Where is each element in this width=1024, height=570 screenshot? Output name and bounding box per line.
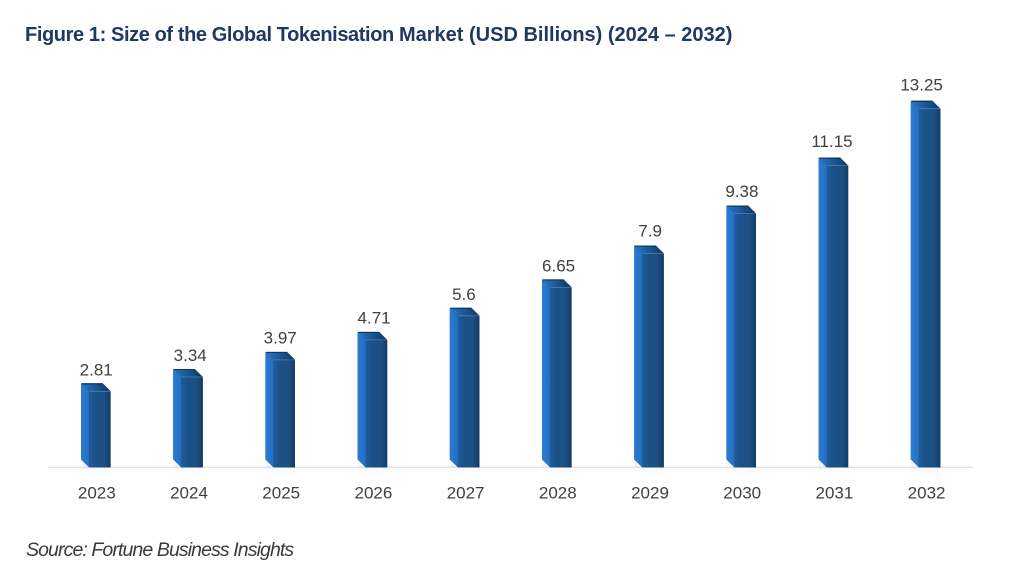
- svg-text:2032: 2032: [908, 484, 946, 503]
- svg-text:11.15: 11.15: [811, 132, 852, 151]
- svg-text:4.71: 4.71: [358, 308, 391, 327]
- svg-text:7.9: 7.9: [638, 222, 662, 241]
- svg-text:2025: 2025: [262, 484, 300, 503]
- svg-text:2023: 2023: [78, 484, 116, 503]
- svg-text:2028: 2028: [539, 484, 577, 503]
- svg-text:5.6: 5.6: [452, 285, 476, 304]
- svg-text:13.25: 13.25: [900, 76, 943, 95]
- svg-text:6.65: 6.65: [542, 257, 575, 276]
- svg-text:2027: 2027: [447, 484, 485, 503]
- svg-text:3.97: 3.97: [264, 329, 297, 348]
- svg-text:2026: 2026: [354, 484, 392, 503]
- svg-text:2024: 2024: [170, 484, 208, 503]
- svg-text:2030: 2030: [723, 484, 761, 503]
- svg-text:3.34: 3.34: [174, 346, 207, 365]
- svg-text:2031: 2031: [815, 484, 853, 503]
- svg-text:2029: 2029: [631, 484, 669, 503]
- svg-text:2.81: 2.81: [80, 361, 113, 380]
- svg-text:9.38: 9.38: [725, 182, 758, 201]
